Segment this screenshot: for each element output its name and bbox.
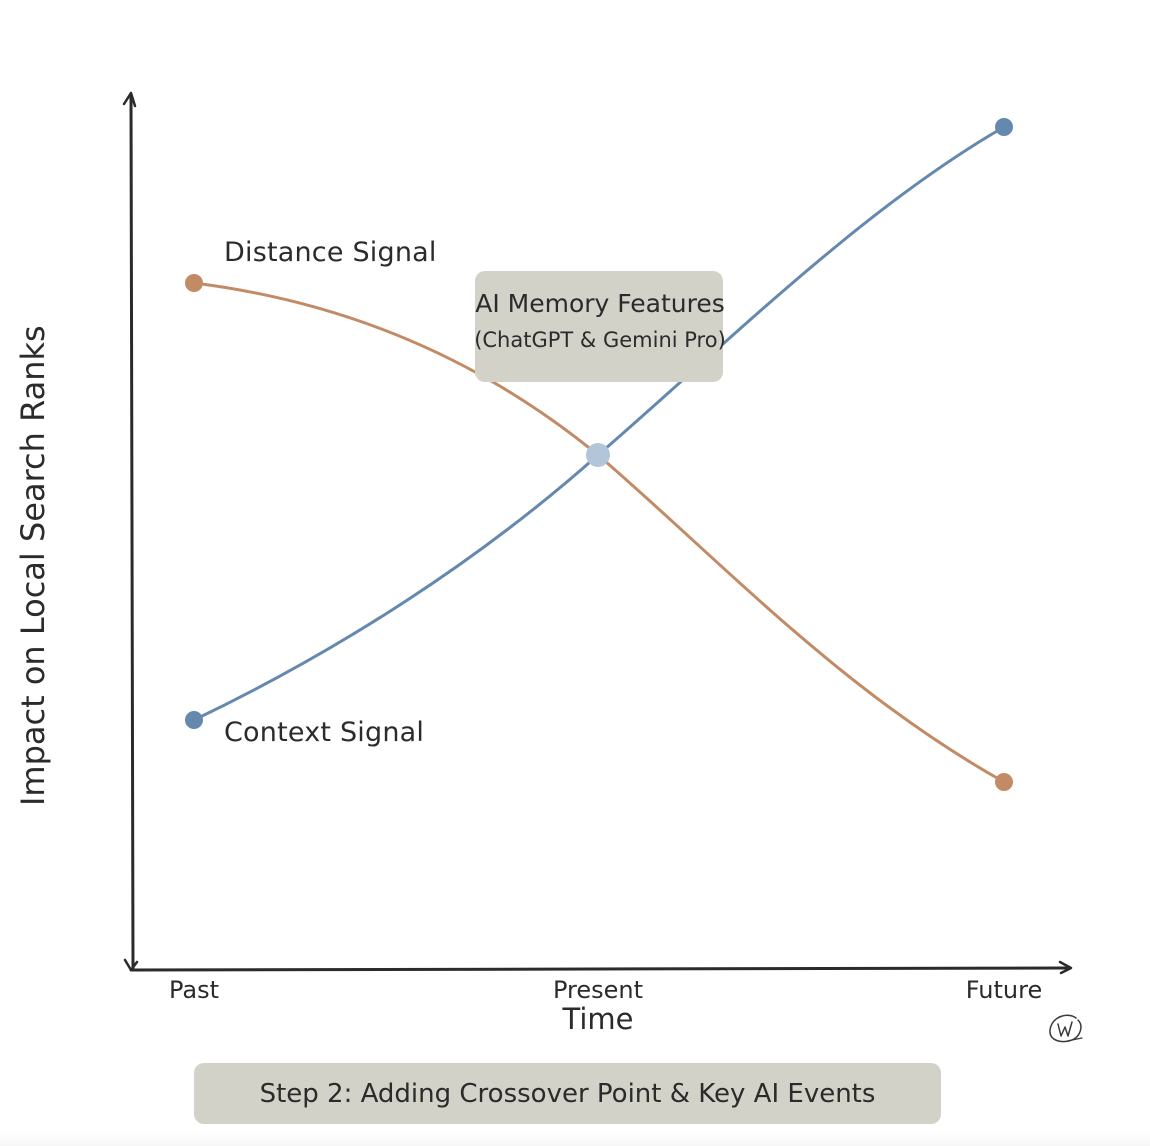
context-future-point <box>995 118 1013 136</box>
x-axis-label: Time <box>562 1002 634 1036</box>
y-axis-label: Impact on Local Search Ranks <box>14 325 52 806</box>
step-caption: Step 2: Adding Crossover Point & Key AI … <box>194 1063 941 1124</box>
annotation-text: AI Memory Features (ChatGPT & Gemini Pro… <box>460 285 740 357</box>
context-signal-label: Context Signal <box>224 717 425 748</box>
x-tick-past: Past <box>168 976 220 1004</box>
context-signal-line <box>192 125 1006 722</box>
annotation-title: AI Memory Features <box>475 289 725 318</box>
distance-signal-label: Distance Signal <box>224 237 437 268</box>
x-tick-present: Present <box>552 976 644 1004</box>
crossover-point <box>586 443 610 467</box>
distance-future-point <box>995 773 1013 791</box>
x-tick-future: Future <box>965 976 1043 1004</box>
bottom-fade <box>0 1130 1150 1146</box>
at-w-signature-icon <box>1046 1012 1086 1050</box>
annotation-subtitle: (ChatGPT & Gemini Pro) <box>474 328 726 352</box>
context-past-point <box>185 711 203 729</box>
annotation-box <box>475 271 723 382</box>
y-axis <box>122 91 139 972</box>
x-axis <box>129 960 1073 975</box>
distance-past-point <box>185 274 203 292</box>
